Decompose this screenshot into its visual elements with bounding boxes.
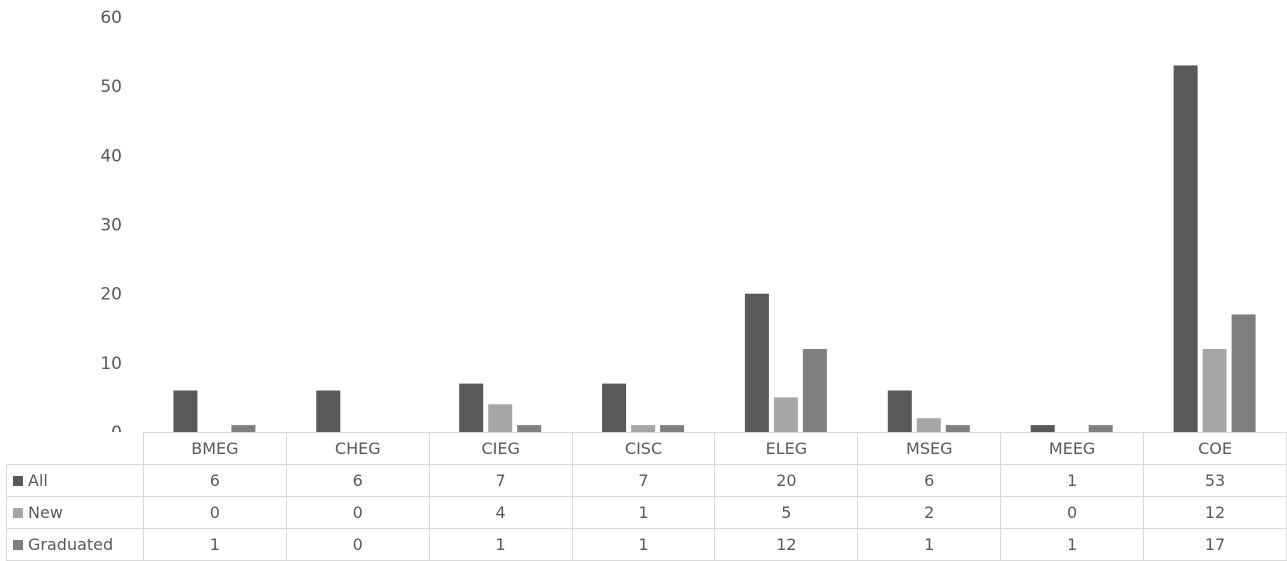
bar-all-meeg bbox=[1030, 425, 1055, 432]
series-name: All bbox=[28, 471, 48, 490]
bar-all-cisc bbox=[602, 383, 627, 432]
y-tick-label: 50 bbox=[100, 77, 122, 97]
data-label: 53 bbox=[1143, 464, 1287, 497]
data-label: 1 bbox=[1000, 464, 1145, 497]
data-label: 0 bbox=[285, 496, 430, 529]
data-label: 4 bbox=[428, 496, 573, 529]
bars bbox=[173, 65, 1256, 432]
bar-all-cheg bbox=[316, 390, 341, 432]
y-tick-label: 40 bbox=[100, 146, 122, 166]
category-label: COE bbox=[1143, 432, 1287, 465]
data-label: 0 bbox=[142, 496, 287, 529]
category-label: CIEG bbox=[428, 432, 573, 465]
y-tick-label: 60 bbox=[100, 8, 122, 28]
y-axis-ticks: 0 10 20 30 40 50 60 bbox=[100, 8, 122, 432]
data-label: 6 bbox=[142, 464, 287, 497]
bar-graduated-mseg bbox=[945, 425, 970, 432]
series-row-all: All 6 6 7 7 20 6 1 53 bbox=[6, 464, 1287, 497]
y-tick-label: 10 bbox=[100, 354, 122, 374]
data-label: 2 bbox=[857, 496, 1002, 529]
legend-key-graduated bbox=[13, 540, 23, 550]
bar-graduated-eleg bbox=[802, 349, 827, 432]
y-tick-label: 30 bbox=[100, 216, 122, 236]
category-label: MSEG bbox=[857, 432, 1002, 465]
bar-all-coe bbox=[1173, 65, 1198, 432]
series-name: Graduated bbox=[28, 535, 114, 554]
series-row-new: New 0 0 4 1 5 2 0 12 bbox=[6, 496, 1287, 529]
bar-new-eleg bbox=[773, 397, 798, 432]
category-label: CISC bbox=[571, 432, 716, 465]
legend-key-new bbox=[13, 508, 23, 518]
bar-new-coe bbox=[1202, 349, 1227, 432]
legend-entry-all: All bbox=[6, 464, 144, 497]
bar-new-cisc bbox=[631, 425, 656, 432]
bar-graduated-meeg bbox=[1088, 425, 1113, 432]
y-tick-label: 0 bbox=[111, 423, 122, 432]
bar-all-eleg bbox=[744, 293, 769, 432]
data-label: 6 bbox=[285, 464, 430, 497]
bar-chart: 0 10 20 30 40 50 60 bbox=[100, 8, 1256, 432]
category-label: MEEG bbox=[1000, 432, 1145, 465]
legend-entry-new: New bbox=[6, 496, 144, 529]
bar-graduated-bmeg bbox=[231, 425, 256, 432]
bar-graduated-coe bbox=[1231, 314, 1256, 432]
bar-graduated-cieg bbox=[517, 425, 542, 432]
bar-all-cieg bbox=[459, 383, 484, 432]
data-table: BMEG CHEG CIEG CISC ELEG MSEG MEEG COE A… bbox=[6, 432, 1287, 561]
data-label: 7 bbox=[428, 464, 573, 497]
bar-new-mseg bbox=[916, 418, 941, 432]
data-label: 7 bbox=[571, 464, 716, 497]
legend-key-all bbox=[13, 476, 23, 486]
bar-new-cieg bbox=[488, 404, 513, 432]
bar-all-bmeg bbox=[173, 390, 198, 432]
data-label: 6 bbox=[857, 464, 1002, 497]
data-label: 1 bbox=[571, 496, 716, 529]
y-tick-label: 20 bbox=[100, 285, 122, 305]
series-name: New bbox=[28, 503, 63, 522]
bar-graduated-cisc bbox=[660, 425, 685, 432]
category-label: BMEG bbox=[142, 432, 287, 465]
category-header-row: BMEG CHEG CIEG CISC ELEG MSEG MEEG COE bbox=[6, 432, 1287, 465]
corner-cell bbox=[6, 432, 144, 465]
data-label: 20 bbox=[714, 464, 859, 497]
data-label: 12 bbox=[1143, 496, 1287, 529]
data-label: 0 bbox=[1000, 496, 1145, 529]
bar-all-mseg bbox=[887, 390, 912, 432]
category-label: CHEG bbox=[285, 432, 430, 465]
category-label: ELEG bbox=[714, 432, 859, 465]
data-label: 5 bbox=[714, 496, 859, 529]
